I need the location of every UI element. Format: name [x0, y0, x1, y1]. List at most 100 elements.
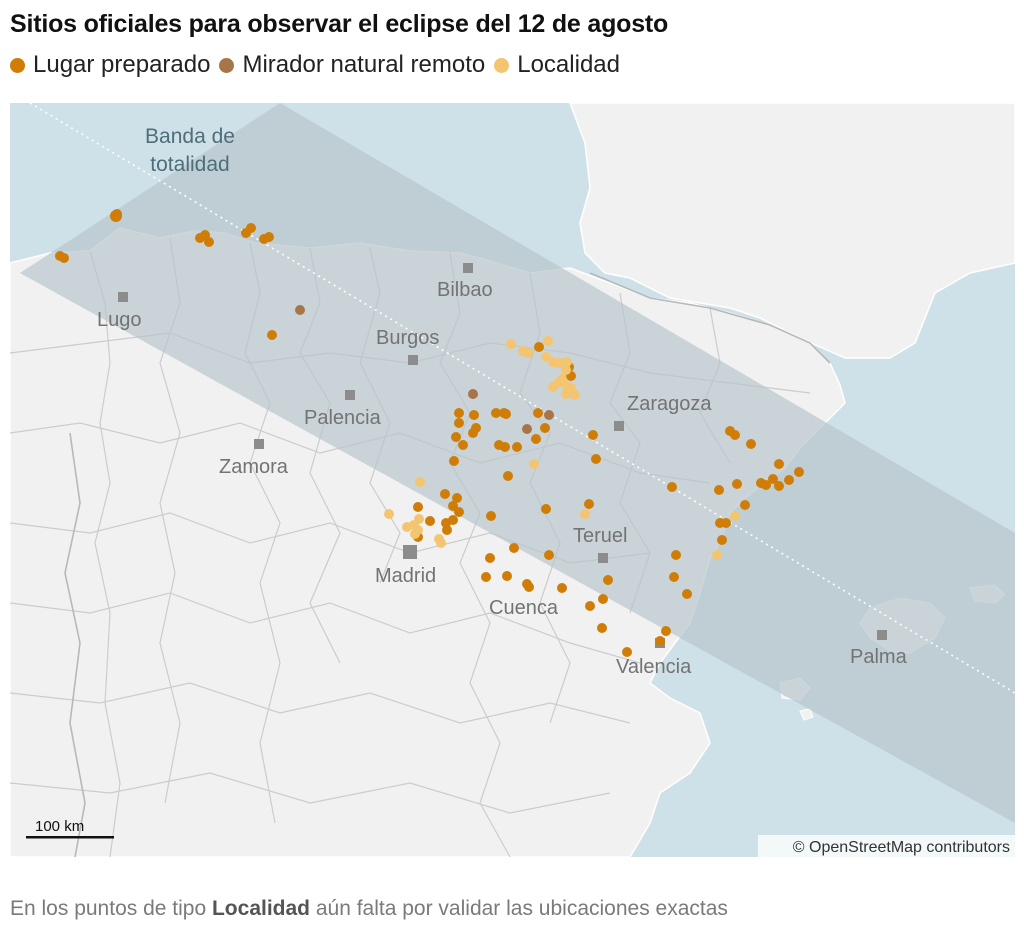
- site-point: [584, 499, 594, 509]
- legend-dot-icon: [494, 57, 510, 73]
- site-point: [524, 582, 534, 592]
- footnote-bold: Localidad: [211, 897, 311, 920]
- site-point: [503, 471, 513, 481]
- site-point: [774, 459, 784, 469]
- site-point: [413, 502, 423, 512]
- city-label-teruel: Teruel: [573, 525, 627, 547]
- site-point: [468, 428, 478, 438]
- site-point: [529, 459, 539, 469]
- site-point: [580, 509, 590, 519]
- city-label-madrid: Madrid: [375, 565, 436, 587]
- site-point: [603, 575, 613, 585]
- site-point: [774, 481, 784, 491]
- formentera-island: [799, 708, 814, 721]
- site-point: [415, 477, 425, 487]
- legend-label: Mirador natural remoto: [242, 51, 486, 78]
- site-point: [682, 589, 692, 599]
- site-point: [730, 511, 740, 521]
- chart-title: Sitios oficiales para observar el eclips…: [10, 10, 669, 38]
- city-labels: Bilbao Lugo Burgos Palencia Zaragoza Zam…: [97, 279, 908, 678]
- site-point: [570, 390, 580, 400]
- site-point: [712, 550, 722, 560]
- site-point: [112, 209, 122, 219]
- attribution: © OpenStreetMap contributors: [758, 835, 1015, 857]
- points-lugar-preparado: [55, 209, 804, 657]
- site-point: [562, 357, 572, 367]
- site-point: [454, 507, 464, 517]
- footnote-text: En los puntos de tipo: [10, 897, 212, 920]
- site-point: [531, 434, 541, 444]
- site-point: [543, 336, 553, 346]
- site-point: [59, 253, 69, 263]
- legend: Lugar preparado Mirador natural remoto L…: [10, 51, 629, 79]
- city-label-palma: Palma: [850, 646, 908, 668]
- site-point: [717, 535, 727, 545]
- city-label-zamora: Zamora: [219, 456, 289, 478]
- site-point: [740, 500, 750, 510]
- site-point: [768, 474, 778, 484]
- city-marker-icon: [254, 439, 264, 449]
- site-point: [469, 410, 479, 420]
- legend-dot-icon: [10, 57, 25, 73]
- site-point: [452, 493, 462, 503]
- site-point: [204, 237, 214, 247]
- site-point: [557, 583, 567, 593]
- site-point: [561, 389, 571, 399]
- legend-item-localidad: Localidad: [494, 51, 620, 79]
- site-point: [267, 330, 277, 340]
- site-point: [436, 538, 446, 548]
- france-land: [569, 103, 1015, 359]
- footnote: En los puntos de tipo Localidad aún falt…: [10, 897, 728, 921]
- site-point: [544, 410, 554, 420]
- city-label-burgos: Burgos: [376, 327, 439, 349]
- site-point: [410, 529, 420, 539]
- site-point: [761, 480, 771, 490]
- site-point: [442, 525, 452, 535]
- scale-bar: 100 km: [26, 818, 114, 839]
- site-point: [449, 456, 459, 466]
- site-point: [500, 442, 510, 452]
- city-marker-icon: [408, 355, 418, 365]
- site-point: [541, 352, 551, 362]
- site-point: [794, 467, 804, 477]
- legend-label: Lugar preparado: [33, 51, 211, 78]
- site-point: [501, 409, 511, 419]
- site-point: [714, 485, 724, 495]
- site-point: [454, 408, 464, 418]
- points-localidad: [384, 336, 740, 560]
- site-point: [544, 550, 554, 560]
- site-point: [622, 647, 632, 657]
- site-point: [448, 515, 458, 525]
- site-point: [295, 305, 305, 315]
- site-point: [384, 509, 394, 519]
- site-point: [655, 636, 665, 646]
- site-point: [534, 342, 544, 352]
- site-point: [598, 594, 608, 604]
- footnote-text-end: aún falta por validar las ubicaciones ex…: [310, 897, 728, 920]
- city-marker-icon: [463, 263, 473, 273]
- site-point: [454, 418, 464, 428]
- site-point: [784, 475, 794, 485]
- legend-label: Localidad: [517, 51, 620, 78]
- city-marker-icon: [403, 545, 417, 559]
- site-point: [591, 454, 601, 464]
- country-borders: [64, 272, 831, 857]
- site-point: [425, 516, 435, 526]
- site-point: [721, 518, 731, 528]
- site-point: [667, 482, 677, 492]
- city-marker-icon: [877, 630, 887, 640]
- site-point: [451, 432, 461, 442]
- scale-line: [26, 836, 114, 839]
- site-point: [730, 430, 740, 440]
- map-canvas[interactable]: Banda de totalidad Bilbao Lugo Burgos Pa…: [10, 103, 1015, 857]
- site-point: [561, 365, 571, 375]
- site-point: [414, 514, 424, 524]
- site-point: [246, 223, 256, 233]
- city-label-zaragoza: Zaragoza: [627, 393, 712, 415]
- site-point: [588, 430, 598, 440]
- map[interactable]: Banda de totalidad Bilbao Lugo Burgos Pa…: [10, 103, 1015, 857]
- city-marker-icon: [118, 292, 128, 302]
- city-label-lugo: Lugo: [97, 309, 142, 331]
- site-point: [440, 489, 450, 499]
- site-point: [509, 543, 519, 553]
